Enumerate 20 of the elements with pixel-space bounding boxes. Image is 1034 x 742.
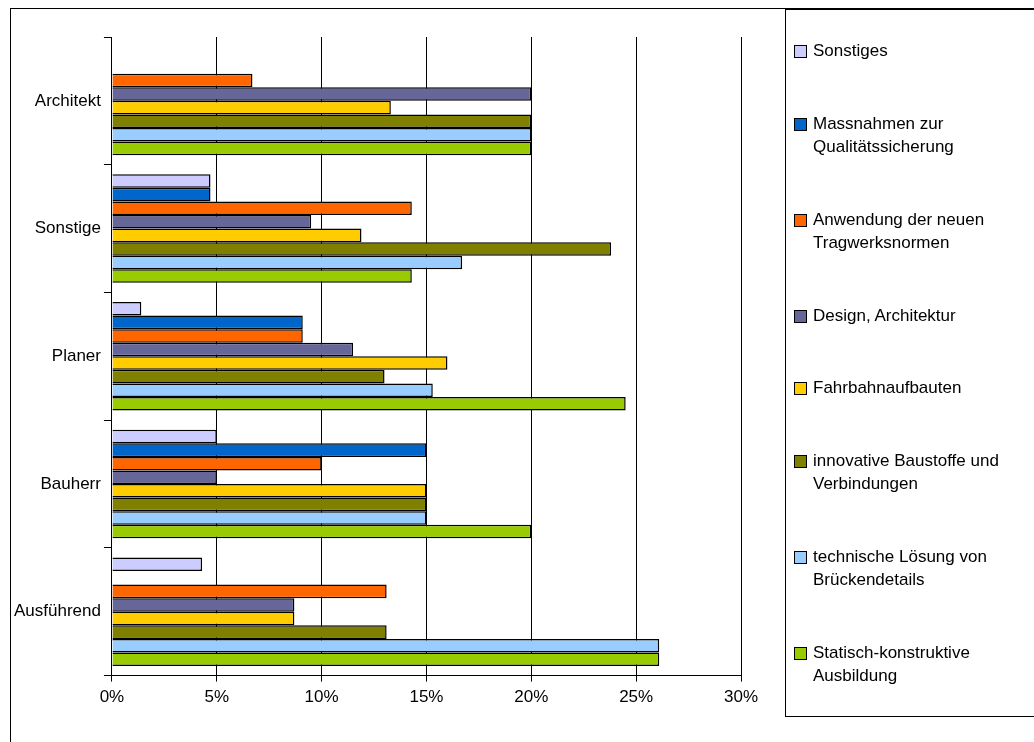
legend-label: Design, Architektur	[813, 304, 957, 327]
x-tick-label: 0%	[99, 687, 125, 707]
x-tick-label: 10%	[304, 687, 339, 707]
x-tick-label: 20%	[514, 687, 549, 707]
x-tick-label: 15%	[409, 687, 444, 707]
legend-label: technische Lösung von Brückendetails	[813, 546, 988, 592]
legend-label: Statisch-konstruktive Ausbildung	[813, 642, 971, 688]
y-tick-label: Ausführend	[14, 601, 101, 621]
legend-label: innovative Baustoffe und Verbindungen	[813, 450, 1000, 496]
y-tick-label: Planer	[51, 345, 102, 365]
y-tick-label: Sonstige	[34, 218, 101, 238]
y-tick-label: Bauherr	[40, 473, 102, 493]
legend-label: Fahrbahnaufbauten	[813, 377, 963, 400]
y-tick-label: Architekt	[34, 90, 102, 110]
legend-label: Anwendung der neuen Tragwerksnormen	[813, 208, 986, 254]
x-tick-label: 25%	[619, 687, 654, 707]
x-tick-label: 30%	[723, 687, 759, 707]
x-tick-label: 5%	[204, 687, 230, 707]
legend-label: Sonstiges	[813, 39, 889, 62]
legend-label: Massnahmen zur Qualitätssicherung	[813, 112, 955, 158]
